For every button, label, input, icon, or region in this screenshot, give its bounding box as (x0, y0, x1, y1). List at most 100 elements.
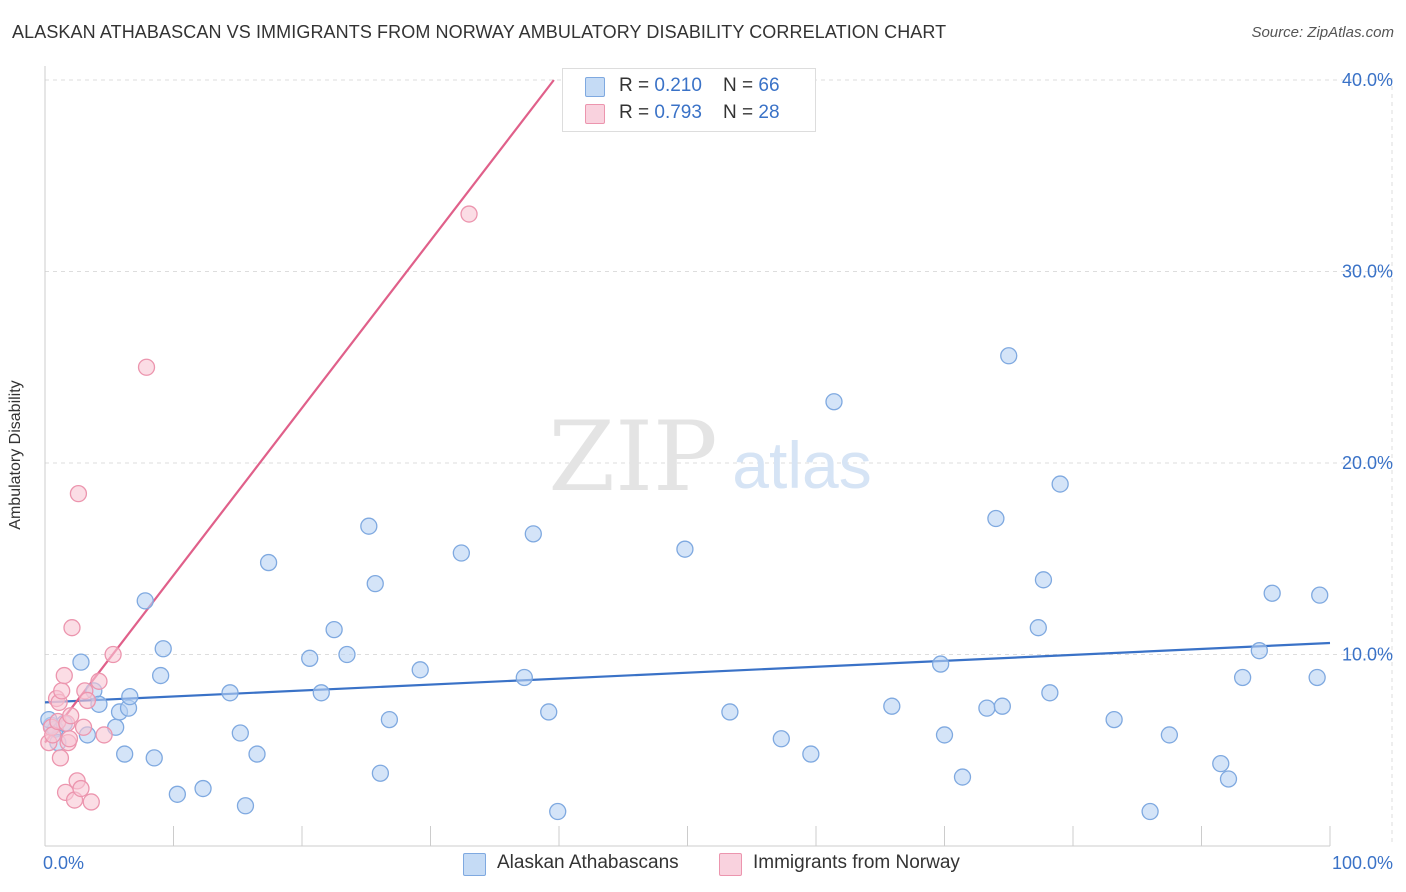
athabascan-point (116, 745, 134, 763)
athabascan-point (825, 393, 843, 411)
norway-point (63, 619, 81, 637)
legend-n-value: 66 (758, 75, 780, 96)
athabascan-point (1263, 584, 1281, 602)
series-legend-label: Alaskan Athabascans (497, 852, 679, 873)
athabascan-point (772, 730, 790, 748)
norway-point (53, 682, 71, 700)
norway-point (104, 645, 122, 664)
athabascan-point (168, 785, 187, 803)
athabascan-point (540, 703, 558, 721)
athabascan-point (1105, 710, 1123, 729)
chart-title: ALASKAN ATHABASCAN VS IMMIGRANTS FROM NO… (12, 22, 947, 42)
athabascan-point (231, 724, 249, 742)
athabascan-point (325, 620, 343, 639)
norway-point (90, 672, 108, 690)
athabascan-point (121, 687, 139, 706)
legend-r-value: 0.210 (654, 75, 702, 96)
y-tick-label: 40.0% (1342, 70, 1393, 90)
athabascan-point (1233, 668, 1252, 687)
athabascan-point (1034, 571, 1053, 589)
athabascan-point (802, 745, 820, 763)
norway-point (72, 779, 90, 798)
correlation-legend: R = 0.210 N = 66 R = 0.793 N = 28 (562, 68, 816, 132)
athabascan-point (312, 684, 330, 702)
norway-point (78, 691, 97, 710)
athabascan-point (452, 544, 470, 562)
athabascan-point (360, 517, 378, 535)
athabascan-point (978, 699, 996, 717)
label-layer: 10.0% 20.0% 30.0% 40.0% 0.0% 100.0% (43, 70, 1393, 873)
athabascan-point (1219, 770, 1238, 788)
athabascan-point (151, 666, 170, 685)
source-label: Source: ZipAtlas.com (1251, 24, 1394, 41)
athabascan-point (1051, 475, 1069, 493)
x-tick-label: 0.0% (43, 853, 84, 873)
y-tick-label: 20.0% (1342, 453, 1393, 473)
watermark-layer: ZIP atlas (548, 401, 871, 513)
y-axis-label: Ambulatory Disability (7, 380, 24, 530)
athabascan-point (136, 592, 154, 610)
legend-n-value: 28 (758, 102, 780, 123)
watermark-atlas: atlas (732, 428, 871, 502)
point-layer (40, 205, 1329, 821)
norway-point (51, 749, 70, 767)
athabascan-point (721, 703, 739, 721)
norway-point (460, 205, 478, 223)
y-tick-label: 30.0% (1342, 262, 1393, 282)
athabascan-point (993, 697, 1011, 715)
norway-point (82, 793, 100, 811)
athabascan-point (338, 645, 356, 664)
athabascan-point (1308, 668, 1326, 687)
athabascan-point (411, 661, 429, 679)
athabascan-point (1311, 586, 1329, 604)
athabascan-point (380, 710, 399, 729)
athabascan-point (1000, 347, 1018, 365)
athabascan-point (676, 540, 694, 558)
athabascan-point (366, 574, 384, 593)
norway-point (62, 707, 80, 725)
series-legend-swatch-blue (463, 853, 486, 876)
athabascan-point (1141, 802, 1159, 821)
series-legend: Alaskan Athabascans Immigrants from Norw… (0, 852, 1406, 878)
athabascan-point (549, 802, 567, 821)
athabascan-point (1041, 684, 1059, 702)
athabascan-point (72, 653, 90, 671)
norway-point (69, 484, 88, 503)
athabascan-point (259, 553, 278, 572)
y-tick-label: 10.0% (1342, 645, 1393, 665)
watermark-zip: ZIP (548, 401, 717, 513)
athabascan-point (194, 779, 212, 798)
athabascan-point (524, 525, 542, 543)
legend-r-value: 0.793 (654, 102, 702, 123)
athabascan-point (953, 768, 972, 786)
legend-r-label: R = (619, 75, 655, 96)
norway-point (55, 666, 73, 685)
grid-layer (45, 78, 1393, 846)
legend-r-label: R = (619, 102, 655, 123)
trend-layer (44, 79, 1331, 744)
norway-trend-line (44, 79, 555, 744)
athabascan-trend-line (44, 641, 1331, 704)
norway-point (95, 726, 113, 744)
series-legend-swatch-pink (719, 853, 742, 876)
legend-swatch-blue (585, 77, 605, 97)
legend-swatch-pink (585, 104, 605, 124)
athabascan-point (145, 749, 163, 767)
series-legend-label: Immigrants from Norway (753, 852, 960, 873)
athabascan-point (248, 745, 266, 763)
norway-point (60, 730, 79, 748)
athabascan-point (515, 668, 533, 687)
x-tick-label: 100.0% (1332, 853, 1393, 873)
athabascan-point (935, 726, 954, 744)
norway-point (137, 358, 156, 376)
athabascan-point (301, 649, 319, 667)
athabascan-point (883, 697, 901, 715)
athabascan-point (236, 797, 255, 815)
norway-point (74, 718, 93, 736)
athabascan-point (1029, 619, 1047, 637)
athabascan-point (221, 684, 239, 702)
athabascan-point (371, 764, 390, 782)
athabascan-point (1250, 642, 1268, 660)
athabascan-point (1160, 726, 1179, 744)
